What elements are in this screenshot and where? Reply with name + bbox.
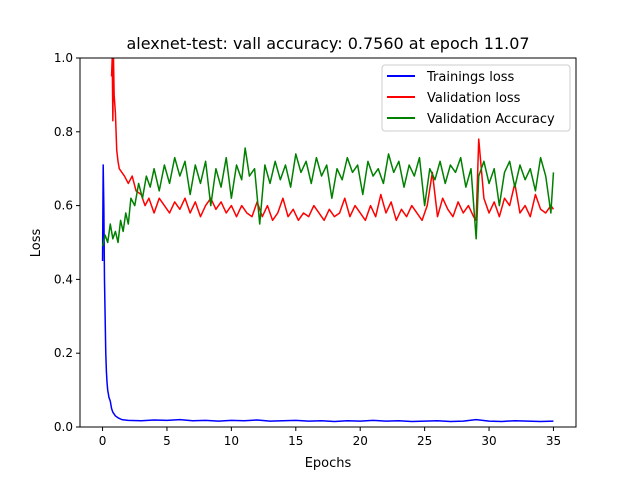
x-tick-label: 30	[481, 434, 496, 448]
y-tick-label: 0.2	[54, 346, 73, 360]
legend-box	[381, 64, 571, 132]
legend: Trainings loss Validation loss Validation …	[381, 64, 571, 132]
legend-label: Validation Accuracy	[427, 112, 555, 127]
x-tick-label: 25	[417, 434, 432, 448]
chart-title: alexnet-test: vall accuracy: 0.7560 at e…	[126, 34, 529, 53]
series-line-2	[101, 147, 555, 247]
x-tick-label: 0	[99, 434, 107, 448]
series-line-0	[101, 164, 554, 423]
series-layer	[101, 58, 555, 423]
y-tick-label: 0.0	[54, 420, 73, 434]
x-tick-label: 10	[224, 434, 239, 448]
series-line-1	[110, 58, 555, 222]
y-tick-label: 0.4	[54, 272, 73, 286]
x-axis-label: Epochs	[305, 456, 352, 471]
legend-label: Trainings loss	[426, 70, 515, 85]
x-tick-label: 5	[163, 434, 171, 448]
y-axis-label: Loss	[29, 229, 44, 258]
x-tick-label: 35	[546, 434, 561, 448]
y-tick-label: 1.0	[54, 51, 73, 65]
x-tick-label: 15	[288, 434, 303, 448]
y-tick-label: 0.6	[54, 199, 73, 213]
x-tick-label: 20	[353, 434, 368, 448]
x-axis-ticks: 0 5 10 15 20 25 30 35	[99, 427, 561, 448]
y-tick-label: 0.8	[54, 125, 73, 139]
y-axis-ticks: 0.0 0.2 0.4 0.6 0.8 1.0	[54, 51, 80, 434]
legend-label: Validation loss	[427, 91, 521, 106]
plot-frame	[79, 57, 577, 428]
